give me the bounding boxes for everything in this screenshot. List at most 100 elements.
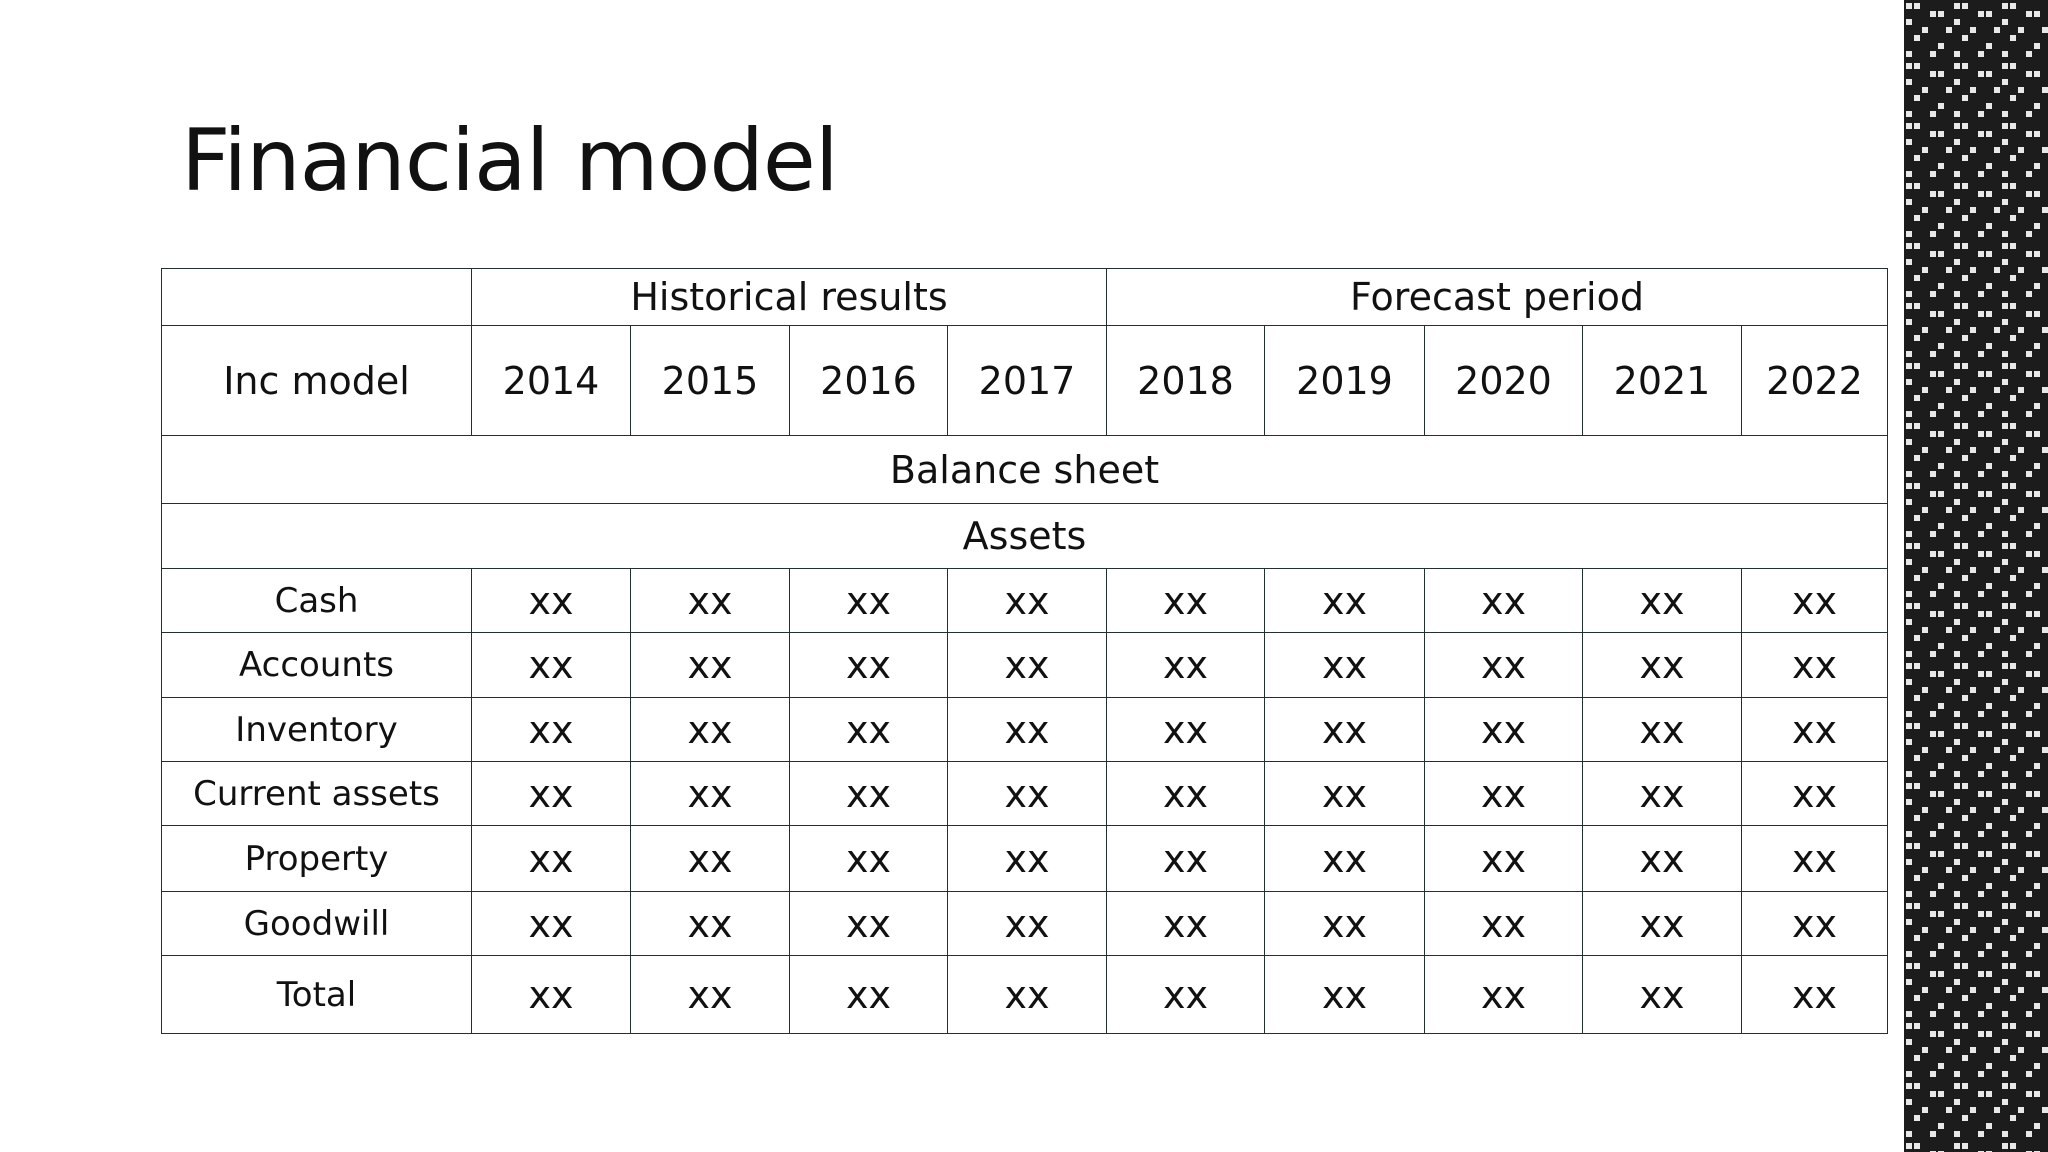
- data-cell: xx: [1741, 955, 1889, 1034]
- data-cell: xx: [471, 568, 631, 633]
- data-cell: xx: [789, 825, 948, 892]
- group-header: Historical results: [470, 268, 1108, 326]
- data-cell: xx: [1424, 955, 1584, 1034]
- data-cell: xx: [1106, 568, 1266, 633]
- data-cell: xx: [1582, 697, 1743, 762]
- column-header: 2016: [789, 325, 948, 436]
- row-label: Current assets: [161, 761, 472, 826]
- data-cell: xx: [1424, 761, 1584, 826]
- table-row: Assets: [160, 503, 1889, 569]
- data-cell: xx: [946, 632, 1108, 698]
- data-cell: xx: [1264, 955, 1426, 1034]
- table-row: Total xx xx xx xx xx xx xx xx xx: [161, 955, 1889, 1034]
- column-header: 2019: [1264, 325, 1426, 436]
- data-cell: xx: [789, 761, 948, 826]
- column-header: Inc model: [161, 325, 472, 436]
- data-cell: xx: [1424, 891, 1584, 956]
- data-cell: xx: [630, 761, 790, 826]
- data-cell: xx: [1741, 632, 1889, 698]
- data-cell: xx: [1741, 697, 1889, 762]
- data-cell: xx: [1424, 825, 1584, 892]
- row-label: Inventory: [161, 697, 472, 762]
- row-label: Accounts: [161, 632, 472, 698]
- data-cell: xx: [630, 568, 790, 633]
- row-label: Goodwill: [161, 891, 472, 956]
- data-cell: xx: [1106, 632, 1266, 698]
- slide-title: Financial model: [181, 111, 839, 211]
- data-cell: xx: [789, 632, 948, 698]
- column-header: 2021: [1582, 325, 1743, 436]
- data-cell: xx: [630, 825, 790, 892]
- data-cell: xx: [946, 761, 1108, 826]
- data-cell: xx: [630, 891, 790, 956]
- financial-table: Historical results Forecast period Inc mod…: [160, 268, 1889, 1034]
- data-cell: xx: [1106, 697, 1266, 762]
- data-cell: xx: [1424, 568, 1584, 633]
- data-cell: xx: [471, 697, 631, 762]
- decorative-strip: [1904, 0, 2048, 1152]
- data-cell: xx: [1264, 891, 1426, 956]
- data-cell: xx: [946, 891, 1108, 956]
- data-cell: xx: [1582, 761, 1743, 826]
- data-cell: xx: [1741, 568, 1889, 633]
- column-header: 2018: [1106, 325, 1266, 436]
- row-label: Property: [161, 825, 472, 892]
- data-cell: xx: [1264, 761, 1426, 826]
- table-row: Inventory xx xx xx xx xx xx xx xx xx: [161, 697, 1889, 762]
- data-cell: xx: [471, 761, 631, 826]
- data-cell: xx: [946, 825, 1108, 892]
- data-cell: xx: [1106, 825, 1266, 892]
- table-row: Cash xx xx xx xx xx xx xx xx xx: [161, 568, 1889, 633]
- table-row: Inc model 2014 2015 2016 2017 2018 2019 2020 202…: [161, 325, 1889, 436]
- table-row: Current assets xx xx xx xx xx xx xx xx xx: [161, 761, 1889, 826]
- table-row: Balance sheet: [160, 435, 1889, 504]
- data-cell: xx: [471, 632, 631, 698]
- data-cell: xx: [1264, 825, 1426, 892]
- data-cell: xx: [1106, 891, 1266, 956]
- column-header: 2015: [630, 325, 790, 436]
- data-cell: xx: [1264, 568, 1426, 633]
- data-cell: xx: [1582, 568, 1743, 633]
- data-cell: xx: [789, 697, 948, 762]
- data-cell: xx: [946, 697, 1108, 762]
- data-cell: xx: [471, 891, 631, 956]
- data-cell: xx: [1582, 632, 1743, 698]
- column-header: 2020: [1424, 325, 1584, 436]
- table-row: Property xx xx xx xx xx xx xx xx xx: [161, 825, 1889, 892]
- row-label: Cash: [161, 568, 472, 633]
- column-header: 2022: [1741, 325, 1889, 436]
- data-cell: xx: [1741, 891, 1889, 956]
- column-header: 2017: [946, 325, 1108, 436]
- data-cell: xx: [1106, 761, 1266, 826]
- data-cell: xx: [471, 825, 631, 892]
- data-cell: xx: [1424, 632, 1584, 698]
- data-cell: xx: [1582, 891, 1743, 956]
- column-header: 2014: [471, 325, 631, 436]
- table-row: Accounts xx xx xx xx xx xx xx xx xx: [161, 632, 1889, 698]
- data-cell: xx: [1741, 825, 1889, 892]
- data-cell: xx: [1106, 955, 1266, 1034]
- data-cell: xx: [1264, 697, 1426, 762]
- data-cell: xx: [946, 955, 1108, 1034]
- group-header: Forecast period: [1106, 268, 1889, 326]
- data-cell: xx: [630, 955, 790, 1034]
- data-cell: xx: [789, 891, 948, 956]
- data-cell: xx: [1582, 955, 1743, 1034]
- data-cell: xx: [1582, 825, 1743, 892]
- data-cell: xx: [789, 955, 948, 1034]
- data-cell: xx: [1741, 761, 1889, 826]
- data-cell: xx: [471, 955, 631, 1034]
- data-cell: xx: [630, 632, 790, 698]
- data-cell: xx: [1264, 632, 1426, 698]
- data-cell: xx: [630, 697, 790, 762]
- data-cell: xx: [946, 568, 1108, 633]
- data-cell: xx: [789, 568, 948, 633]
- section-header: Balance sheet: [160, 435, 1889, 504]
- table-row: Historical results Forecast period: [161, 268, 1889, 326]
- subsection-header: Assets: [160, 503, 1889, 569]
- data-cell: xx: [1424, 697, 1584, 762]
- table-row: Goodwill xx xx xx xx xx xx xx xx xx: [161, 891, 1889, 956]
- empty-cell: [161, 268, 472, 326]
- row-label: Total: [161, 955, 472, 1034]
